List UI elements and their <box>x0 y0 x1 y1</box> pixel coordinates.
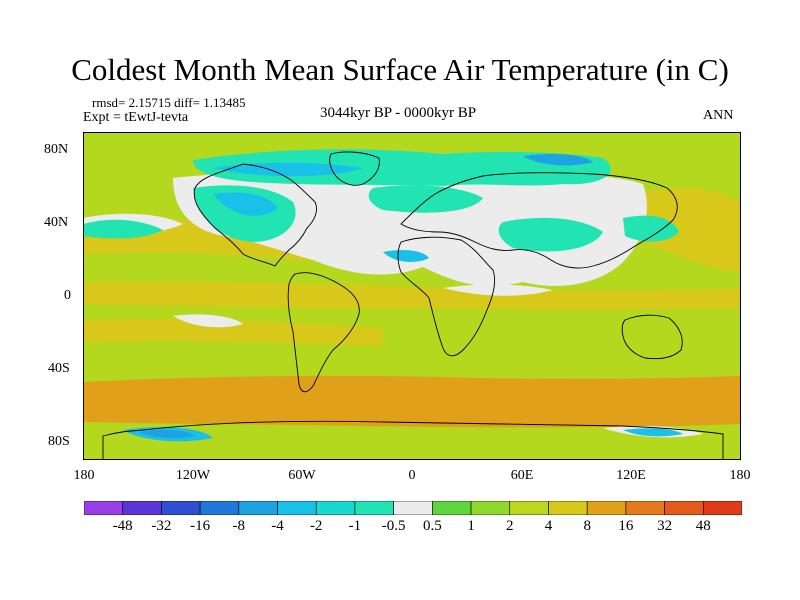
colorbar-box <box>432 501 472 515</box>
lon-label-120e: 120E <box>616 468 646 483</box>
colorbar-box <box>354 501 394 515</box>
colorbar-box <box>199 501 240 515</box>
colorbar-label: -48 <box>112 518 133 534</box>
coast-south-america <box>287 272 360 393</box>
colorbar-label: -0.5 <box>381 518 406 534</box>
colorbar-box <box>586 501 627 515</box>
colorbar-box <box>664 501 704 515</box>
field-tropical-band <box>83 281 741 310</box>
lat-label-0: 0 <box>64 288 71 303</box>
temperature-difference-map <box>83 132 741 460</box>
lon-label-0: 0 <box>408 468 416 483</box>
colorbar-box <box>122 501 162 515</box>
coast-eurasia <box>400 172 678 269</box>
season-label: ANN <box>703 108 734 123</box>
field-arctic-cool <box>193 149 611 186</box>
experiment-label: Expt = tEwtJ-tevta <box>83 110 189 125</box>
field-south-pacific-warm <box>83 318 383 346</box>
field-southern-ocean-strong <box>413 400 563 416</box>
lat-label-80s: 80S <box>48 434 70 449</box>
colorbar-box <box>470 501 511 515</box>
colorbar-box <box>161 501 201 515</box>
lon-label-60w: 60W <box>288 468 316 483</box>
lon-label-60e: 60E <box>510 468 534 483</box>
field-southern-ocean-warm <box>83 375 741 428</box>
field-south-pacific-neutral <box>173 314 243 328</box>
field-tropical-atlantic-neutral <box>443 284 553 296</box>
coast-greenland <box>329 151 380 186</box>
colorbar-box <box>315 501 356 515</box>
colorbar-box <box>84 501 124 515</box>
colorbar-label: 8 <box>583 518 591 534</box>
field-west-pacific-cool <box>83 219 163 239</box>
field-west-pacific-warm <box>643 187 741 272</box>
colorbar-label: -8 <box>232 518 246 534</box>
colorbar-box <box>702 501 742 515</box>
field-antarctic-cool-east <box>623 428 683 437</box>
lat-label-40n: 40N <box>44 215 69 230</box>
field-atlantic-cool <box>383 250 429 262</box>
coast-antarctica <box>102 420 724 460</box>
field-europe-cool <box>368 185 483 213</box>
coast-north-america <box>193 163 318 267</box>
colorbar-label: 32 <box>657 518 673 534</box>
colorbar-label: 4 <box>544 518 553 534</box>
colorbar-box <box>509 501 549 515</box>
colorbar-box <box>277 501 317 515</box>
colorbar-label: -4 <box>271 518 284 534</box>
colorbar-label: 1 <box>467 518 475 534</box>
colorbar-label: 48 <box>695 518 711 534</box>
coast-africa <box>397 236 496 357</box>
colorbar-box <box>238 501 278 515</box>
field-east-asia-cool <box>623 215 679 242</box>
field-antarctic-cool-strong <box>139 429 195 439</box>
colorbar-label: 2 <box>506 518 514 534</box>
colorbar-label: -16 <box>190 518 211 534</box>
field-arctic-cool-mid <box>213 162 363 177</box>
colorbar-label: 0.5 <box>423 518 442 534</box>
lon-label-120w: 120W <box>175 468 211 483</box>
colorbar <box>84 501 742 515</box>
colorbar-label: -32 <box>151 518 172 534</box>
lon-label-180w: 180 <box>73 468 95 483</box>
colorbar-box <box>548 501 588 515</box>
field-asia-cool <box>498 217 603 252</box>
colorbar-label: -1 <box>348 518 362 534</box>
period-label: 3044kyr BP - 0000kyr BP <box>320 105 477 121</box>
lon-label-180e: 180 <box>729 468 751 483</box>
field-arctic-cool-strong <box>523 154 593 166</box>
field-north-america-cool-mid <box>213 192 278 216</box>
lat-label-40s: 40S <box>48 361 70 376</box>
coast-australia <box>621 314 683 360</box>
colorbar-label: 16 <box>618 518 634 534</box>
lat-label-80n: 80N <box>44 142 69 157</box>
rmsd-diff-stats: rmsd= 2.15715 diff= 1.13485 <box>92 95 246 110</box>
colorbar-box <box>625 501 665 515</box>
colorbar-label: -2 <box>309 518 323 534</box>
map-title: Coldest Month Mean Surface Air Temperatu… <box>71 52 729 87</box>
colorbar-box <box>393 501 433 515</box>
